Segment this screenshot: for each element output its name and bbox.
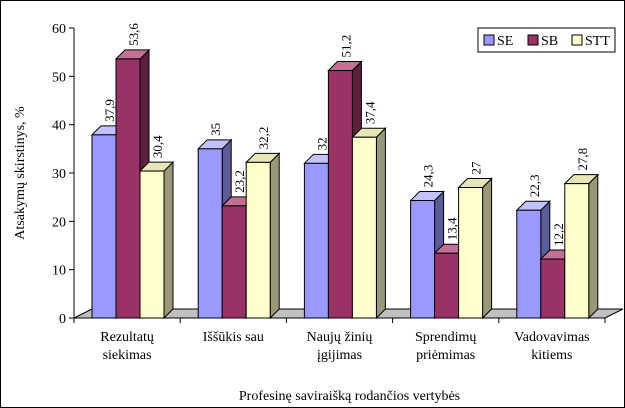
bar-stt (139, 170, 165, 319)
bar-stt (564, 183, 590, 319)
x-tick-label: įgijimas (317, 348, 362, 363)
x-tick-label: Vadovavimas (514, 330, 589, 345)
x-tick-label: Iššūkis sau (203, 330, 264, 345)
data-label: 23,2 (232, 170, 247, 193)
legend-box (477, 27, 616, 53)
data-label: 53,6 (126, 23, 141, 46)
x-tick-label: Sprendimų (415, 330, 476, 345)
y-tick-label: 40 (52, 119, 66, 134)
bar-side-stt (482, 177, 493, 320)
data-label: 24,3 (421, 165, 436, 188)
bar-sb (115, 58, 141, 319)
x-tick-label: Naujų žinių (307, 330, 373, 345)
data-label: 22,3 (527, 174, 542, 197)
data-label: 13,4 (445, 217, 460, 240)
bar-stt (458, 187, 484, 319)
bar-stt (245, 161, 271, 319)
x-tick-label: Rezultatų (100, 330, 154, 345)
legend-label-sb: SB (541, 34, 558, 49)
data-label: 35 (208, 123, 223, 136)
bar-se (516, 209, 542, 319)
data-label: 37,4 (362, 101, 377, 124)
bar-sb (221, 205, 247, 319)
data-label: 27 (469, 161, 484, 175)
bar-se (303, 162, 329, 319)
y-tick-label: 10 (52, 264, 66, 279)
y-tick-label: 50 (52, 70, 66, 85)
bar-sb (434, 252, 460, 319)
bar-se (91, 134, 117, 319)
data-label: 30,4 (150, 135, 165, 158)
legend-swatch-stt (571, 34, 583, 46)
y-tick-label: 30 (52, 167, 66, 182)
data-label: 37,9 (102, 99, 117, 122)
x-tick-label: siekimas (103, 348, 152, 363)
bar-se (410, 200, 436, 319)
bar-side-stt (163, 160, 174, 320)
x-tick-label: priėmimas (416, 348, 475, 363)
bar-side-stt (588, 173, 599, 320)
bar-stt (351, 136, 377, 319)
data-label: 12,2 (551, 223, 566, 246)
data-label: 51,2 (338, 35, 353, 58)
bar-sb (327, 70, 353, 319)
bar-se (197, 148, 223, 319)
y-tick-label: 60 (52, 22, 66, 37)
bar-sb (540, 258, 566, 319)
data-label: 27,8 (575, 148, 590, 171)
x-tick-label: kitiems (531, 348, 572, 363)
legend-label-se: SE (497, 34, 513, 49)
data-label: 32,2 (256, 127, 271, 150)
bar-side-stt (269, 152, 280, 320)
x-axis-title: Profesinę saviraišką rodančios vertybės (239, 389, 460, 404)
y-tick-label: 20 (52, 215, 66, 230)
legend-swatch-sb (527, 34, 539, 46)
y-axis-title: Atsakymų skirstinys, % (13, 106, 28, 240)
legend-swatch-se (483, 34, 495, 46)
bar-side-stt (375, 127, 386, 320)
y-tick-label: 0 (59, 312, 66, 327)
legend-label-stt: STT (585, 34, 610, 49)
data-label: 32 (314, 137, 329, 150)
